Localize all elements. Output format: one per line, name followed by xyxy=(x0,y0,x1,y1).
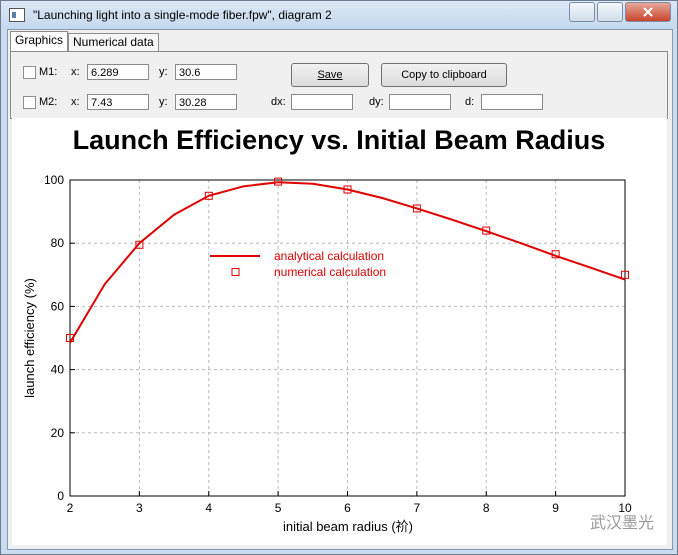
y-tick-label: 100 xyxy=(44,173,64,187)
tab[interactable]: Numerical data xyxy=(68,33,159,51)
data-point xyxy=(66,334,74,342)
app-icon xyxy=(9,8,25,22)
data-point xyxy=(412,204,421,213)
y-axis-label: launch efficiency (%) xyxy=(22,278,37,398)
x-tick-label: 6 xyxy=(344,501,351,515)
x-axis-label: initial beam radius (祄) xyxy=(283,519,413,534)
label: dy: xyxy=(369,96,384,108)
label: d: xyxy=(465,96,475,108)
chart-background xyxy=(12,118,667,545)
label: y: xyxy=(159,66,168,78)
input[interactable] xyxy=(481,94,543,110)
data-point xyxy=(551,250,560,259)
x-tick-label: 8 xyxy=(483,501,490,515)
x-tick-label: 7 xyxy=(414,501,421,515)
data-point xyxy=(135,240,144,249)
label: x: xyxy=(71,66,80,78)
watermark: 武汉墨光 xyxy=(590,514,654,532)
x-tick-label: 10 xyxy=(618,501,632,515)
y-tick-label: 60 xyxy=(51,299,65,313)
legend-label: analytical calculation xyxy=(274,249,384,263)
label: y: xyxy=(159,96,168,108)
y-tick-label: 40 xyxy=(51,363,65,377)
legend-marker xyxy=(231,268,240,276)
x-tick-label: 4 xyxy=(205,501,212,515)
x-tick-label: 5 xyxy=(275,501,282,515)
window-title: "Launching light into a single-mode fibe… xyxy=(33,8,332,22)
x-tick-label: 2 xyxy=(67,501,74,515)
minimize-button[interactable] xyxy=(569,2,595,22)
label: x: xyxy=(71,96,80,108)
close-button[interactable] xyxy=(625,2,671,22)
chart-title: Launch Efficiency vs. Initial Beam Radiu… xyxy=(73,125,606,155)
save-button[interactable]: Save xyxy=(291,63,369,87)
label: dx: xyxy=(271,96,286,108)
control-panel: M1: x: 6.289 y: 30.6 Save Copy to clipbo… xyxy=(10,51,668,119)
y-tick-label: 20 xyxy=(51,426,65,440)
title-bar: "Launching light into a single-mode fibe… xyxy=(1,1,677,29)
data-point xyxy=(204,191,213,200)
chart: Launch Efficiency vs. Initial Beam Radiu… xyxy=(12,118,667,545)
tab[interactable]: Graphics xyxy=(10,31,69,51)
checkbox[interactable] xyxy=(23,66,36,79)
data-point xyxy=(343,185,352,194)
data-point xyxy=(274,177,283,186)
copy-button[interactable]: Copy to clipboard xyxy=(381,63,507,87)
maximize-button[interactable] xyxy=(597,2,623,22)
x-tick-label: 9 xyxy=(552,501,559,515)
data-point xyxy=(482,226,491,235)
input[interactable] xyxy=(389,94,451,110)
x-tick-label: 3 xyxy=(136,501,143,515)
y-tick-label: 0 xyxy=(57,489,64,503)
checkbox[interactable] xyxy=(23,96,36,109)
label: M2: xyxy=(39,96,58,108)
plot-frame xyxy=(69,179,626,497)
input[interactable]: 7.43 xyxy=(87,94,149,110)
data-line xyxy=(69,181,626,344)
y-tick-label: 80 xyxy=(51,236,65,250)
input[interactable]: 6.289 xyxy=(87,64,149,80)
input[interactable]: 30.28 xyxy=(175,94,237,110)
input[interactable] xyxy=(291,94,353,110)
data-point xyxy=(621,270,629,279)
input[interactable]: 30.6 xyxy=(175,64,237,80)
label: M1: xyxy=(39,66,58,78)
legend-label: numerical calculation xyxy=(274,265,386,279)
